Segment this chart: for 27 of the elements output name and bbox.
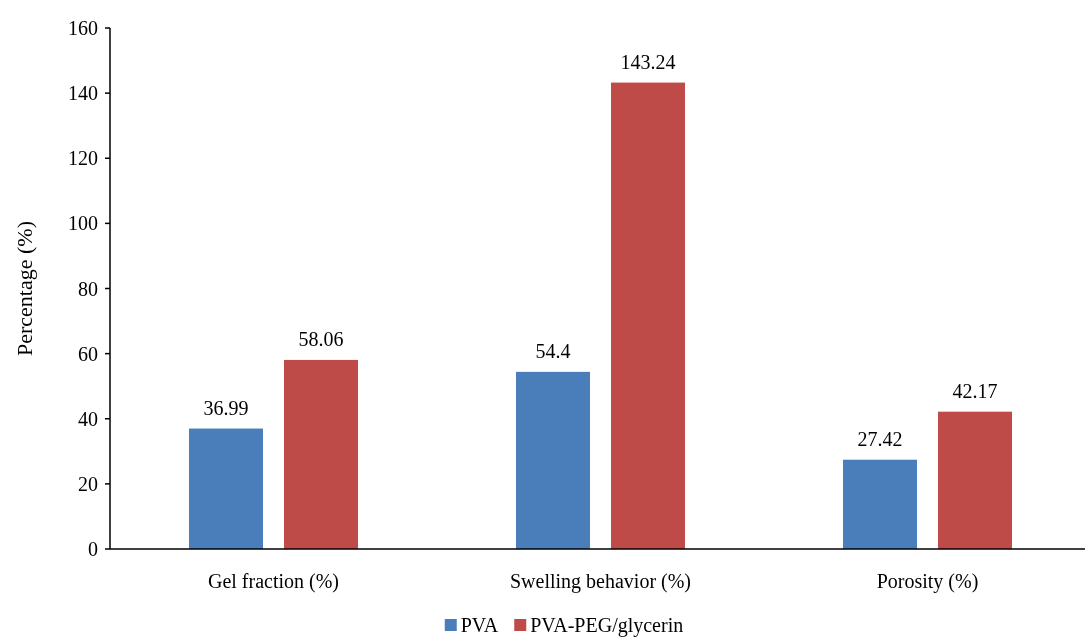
y-tick-label: 60 <box>78 342 98 365</box>
y-tick-label: 140 <box>68 82 98 105</box>
x-tick-label: Gel fraction (%) <box>207 570 340 593</box>
y-tick-label: 100 <box>68 212 98 235</box>
y-tick-label: 120 <box>68 147 98 170</box>
legend-label: PVA-PEG/glycerin <box>530 614 684 637</box>
bar <box>611 82 685 549</box>
data-label: 143.24 <box>620 50 676 73</box>
data-label: 36.99 <box>203 396 249 419</box>
x-tick-label: Porosity (%) <box>876 570 979 593</box>
bar <box>516 371 590 549</box>
data-label: 27.42 <box>857 427 903 450</box>
y-axis-title: Percentage (%) <box>12 221 37 356</box>
bar <box>938 411 1012 549</box>
legend-label: PVA <box>460 614 499 636</box>
y-tick-label: 40 <box>78 407 98 430</box>
y-tick-label: 0 <box>88 538 98 560</box>
y-tick-label: 80 <box>78 277 98 300</box>
data-label: 42.17 <box>952 379 998 402</box>
bar <box>284 359 358 549</box>
bar <box>843 459 917 549</box>
y-tick-label: 160 <box>68 17 98 39</box>
y-tick-label: 20 <box>78 472 98 495</box>
data-label: 58.06 <box>298 327 344 350</box>
x-tick-label: Swelling behavior (%) <box>509 570 692 593</box>
bar <box>189 428 263 549</box>
data-label: 54.4 <box>535 339 571 362</box>
